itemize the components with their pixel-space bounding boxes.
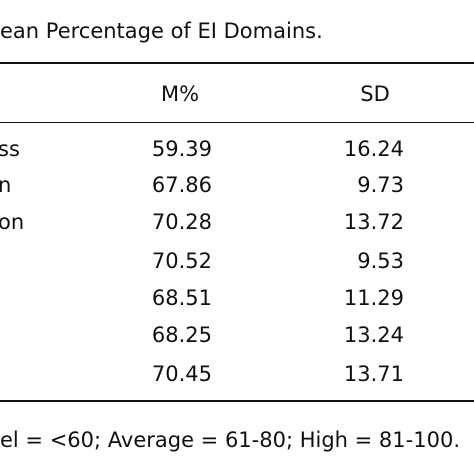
cell-mean: 70.45 xyxy=(151,362,212,386)
row-label: n xyxy=(0,173,12,197)
cell-sd: 9.53 xyxy=(357,249,404,273)
cell-mean: 68.51 xyxy=(151,286,212,310)
cell-sd: 11.29 xyxy=(343,286,404,310)
bottom-rule xyxy=(0,400,474,402)
cell-mean: 67.86 xyxy=(151,173,212,197)
row-label: on xyxy=(0,210,25,234)
cell-sd: 13.72 xyxy=(343,210,404,234)
column-header: M% xyxy=(160,82,200,106)
cell-mean: 70.28 xyxy=(151,210,212,234)
top-rule xyxy=(0,62,474,64)
cell-sd: 13.71 xyxy=(343,362,404,386)
footnote: el = <60; Average = 61-80; High = 81-100… xyxy=(0,428,460,452)
table-title: ean Percentage of EI Domains. xyxy=(0,19,323,43)
cell-sd: 16.24 xyxy=(343,137,404,161)
cell-mean: 70.52 xyxy=(151,249,212,273)
cell-sd: 13.24 xyxy=(343,323,404,347)
header-rule xyxy=(0,122,474,123)
cell-mean: 59.39 xyxy=(151,137,212,161)
cell-sd: 9.73 xyxy=(357,173,404,197)
cell-mean: 68.25 xyxy=(151,323,212,347)
column-header: SD xyxy=(360,82,390,106)
row-label: ss xyxy=(0,137,20,161)
